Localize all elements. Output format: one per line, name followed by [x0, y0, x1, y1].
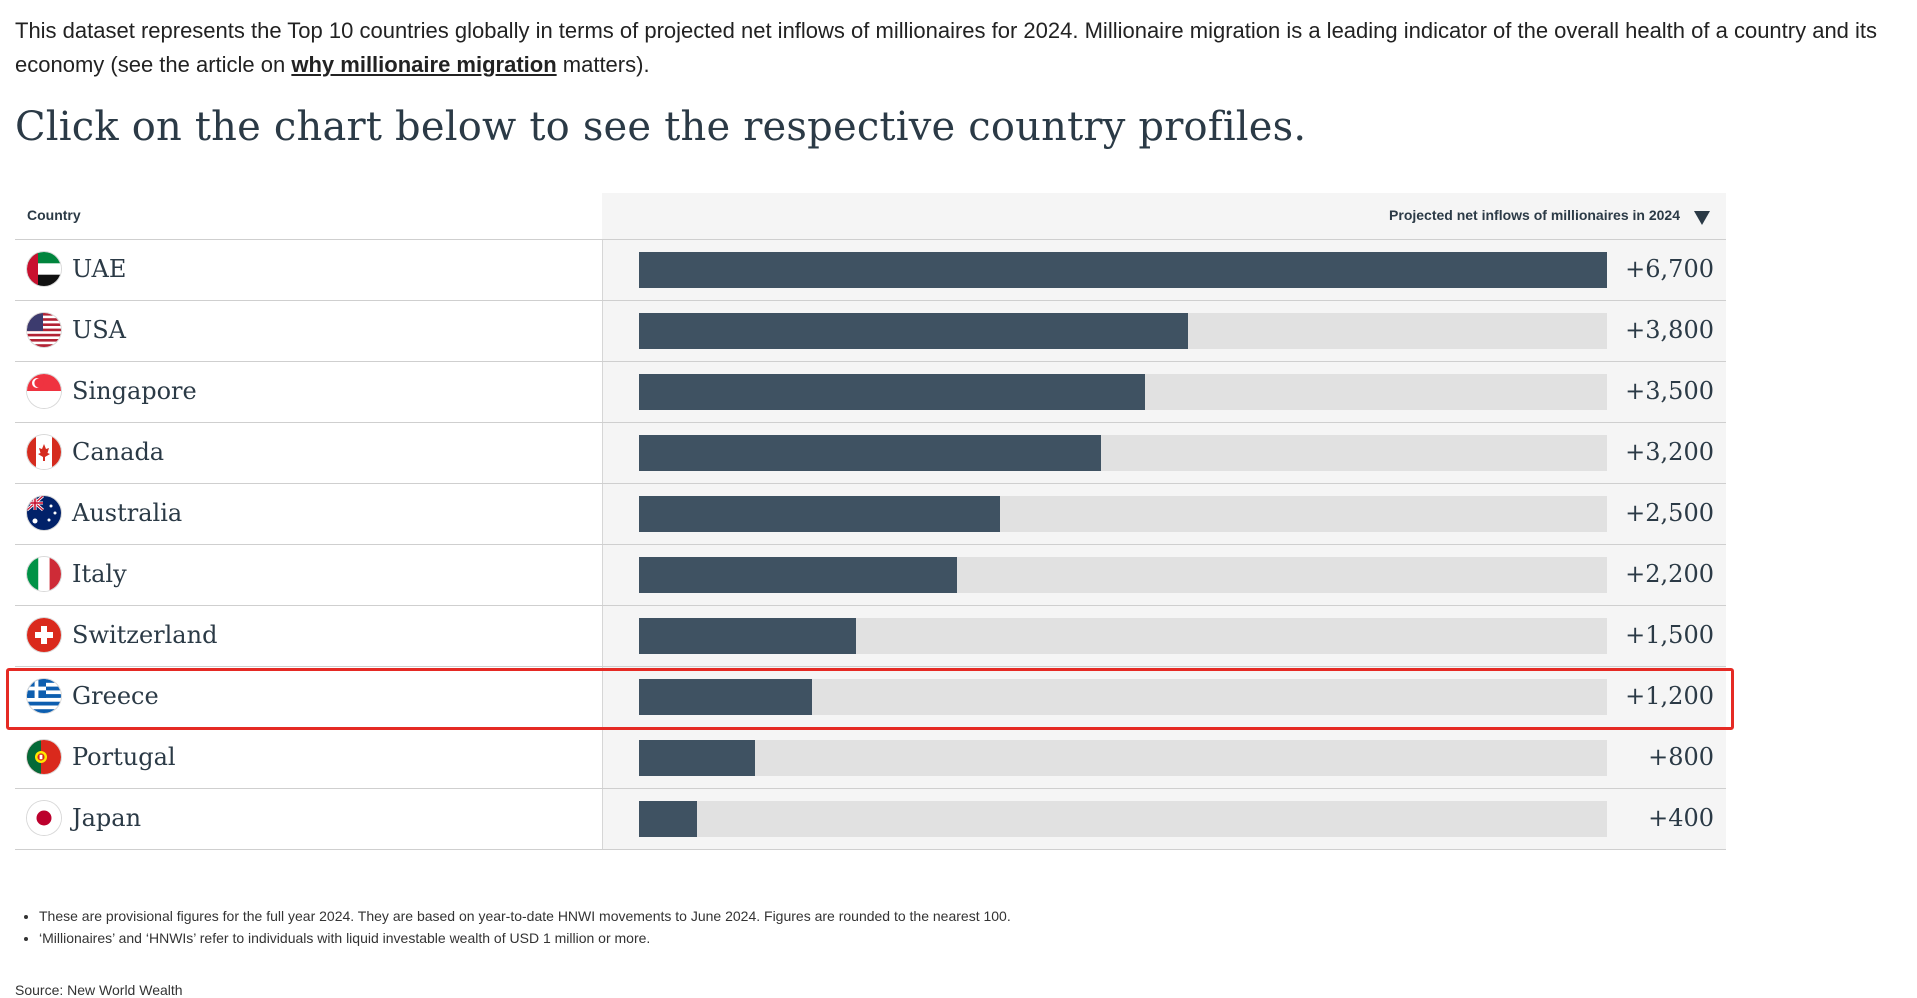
table-header: Country Projected net inflows of million…: [15, 193, 1726, 240]
country-column-header: Country: [27, 207, 81, 223]
portugal-flag-icon: [27, 740, 61, 774]
country-name[interactable]: USA: [72, 316, 126, 344]
bar-switzerland[interactable]: [639, 618, 856, 654]
value-label-uae: +6,700: [1625, 255, 1714, 283]
why-millionaire-migration-link[interactable]: why millionaire migration: [291, 52, 557, 77]
table-row-italy[interactable]: Italy +2,200: [15, 545, 1726, 606]
bar-track: [639, 557, 1607, 593]
value-cell[interactable]: +6,700: [603, 240, 1726, 300]
bar-singapore[interactable]: [639, 374, 1145, 410]
table-row-singapore[interactable]: Singapore +3,500: [15, 362, 1726, 423]
value-cell[interactable]: +1,500: [603, 606, 1726, 666]
value-label-canada: +3,200: [1625, 438, 1714, 466]
table-row-uae[interactable]: UAE +6,700: [15, 240, 1726, 301]
bar-track: [639, 679, 1607, 715]
country-cell[interactable]: Japan: [15, 789, 603, 849]
singapore-flag-icon: [27, 374, 61, 408]
bar-track: [639, 801, 1607, 837]
value-label-greece: +1,200: [1625, 682, 1714, 710]
intro-paragraph: This dataset represents the Top 10 count…: [15, 14, 1905, 82]
footnote-item: These are provisional figures for the fu…: [39, 905, 1011, 927]
bar-uae[interactable]: [639, 252, 1607, 288]
bar-track: [639, 740, 1607, 776]
bar-track: [639, 374, 1607, 410]
bar-greece[interactable]: [639, 679, 812, 715]
greece-flag-icon: [27, 679, 61, 713]
table-row-greece[interactable]: Greece +1,200: [15, 667, 1726, 728]
country-cell[interactable]: UAE: [15, 240, 603, 300]
country-cell[interactable]: Switzerland: [15, 606, 603, 666]
intro-text-end: matters).: [556, 52, 650, 77]
country-name[interactable]: Australia: [72, 499, 183, 527]
uae-flag-icon: [27, 252, 61, 286]
triangle-down-icon[interactable]: [1694, 211, 1710, 225]
value-label-singapore: +3,500: [1625, 377, 1714, 405]
value-label-australia: +2,500: [1625, 499, 1714, 527]
footnote-item: ‘Millionaires’ and ‘HNWIs’ refer to indi…: [39, 927, 1011, 949]
usa-flag-icon: [27, 313, 61, 347]
country-cell[interactable]: USA: [15, 301, 603, 361]
value-cell[interactable]: +1,200: [603, 667, 1726, 727]
value-cell[interactable]: +400: [603, 789, 1726, 849]
country-name[interactable]: Switzerland: [72, 621, 218, 649]
value-cell[interactable]: +3,500: [603, 362, 1726, 422]
inflows-table: Country Projected net inflows of million…: [15, 193, 1726, 850]
bar-japan[interactable]: [639, 801, 697, 837]
country-cell[interactable]: Greece: [15, 667, 603, 727]
bar-australia[interactable]: [639, 496, 1000, 532]
table-row-japan[interactable]: Japan +400: [15, 789, 1726, 850]
bar-track: [639, 313, 1607, 349]
country-name[interactable]: Japan: [72, 804, 142, 832]
country-name[interactable]: Portugal: [72, 743, 176, 771]
table-rows: UAE +6,700 USA +3,800 Singapore +3,500 Canada +…: [15, 240, 1726, 850]
value-column-header-label: Projected net inflows of millionaires in…: [1389, 207, 1680, 223]
value-cell[interactable]: +2,200: [603, 545, 1726, 605]
page-headline: Click on the chart below to see the resp…: [15, 104, 1307, 150]
bar-canada[interactable]: [639, 435, 1101, 471]
switzerland-flag-icon: [27, 618, 61, 652]
table-row-switzerland[interactable]: Switzerland +1,500: [15, 606, 1726, 667]
value-cell[interactable]: +2,500: [603, 484, 1726, 544]
bar-track: [639, 618, 1607, 654]
intro-text: This dataset represents the Top 10 count…: [15, 18, 1878, 77]
country-name[interactable]: UAE: [72, 255, 127, 283]
bar-track: [639, 435, 1607, 471]
country-name[interactable]: Greece: [72, 682, 159, 710]
bar-track: [639, 252, 1607, 288]
bar-portugal[interactable]: [639, 740, 755, 776]
table-row-canada[interactable]: Canada +3,200: [15, 423, 1726, 484]
country-cell[interactable]: Australia: [15, 484, 603, 544]
value-label-portugal: +800: [1648, 743, 1714, 771]
bar-italy[interactable]: [639, 557, 957, 593]
footnotes: These are provisional figures for the fu…: [15, 905, 1011, 949]
value-label-italy: +2,200: [1625, 560, 1714, 588]
bar-track: [639, 496, 1607, 532]
source-line: Source: New World Wealth: [15, 982, 183, 998]
italy-flag-icon: [27, 557, 61, 591]
country-name[interactable]: Canada: [72, 438, 165, 466]
value-cell[interactable]: +3,200: [603, 423, 1726, 483]
value-cell[interactable]: +3,800: [603, 301, 1726, 361]
value-column-header[interactable]: Projected net inflows of millionaires in…: [602, 193, 1726, 239]
table-row-usa[interactable]: USA +3,800: [15, 301, 1726, 362]
country-cell[interactable]: Canada: [15, 423, 603, 483]
country-cell[interactable]: Singapore: [15, 362, 603, 422]
bar-usa[interactable]: [639, 313, 1188, 349]
value-label-switzerland: +1,500: [1625, 621, 1714, 649]
value-label-japan: +400: [1648, 804, 1714, 832]
country-name[interactable]: Italy: [72, 560, 127, 588]
country-name[interactable]: Singapore: [72, 377, 197, 405]
value-label-usa: +3,800: [1625, 316, 1714, 344]
table-row-portugal[interactable]: Portugal +800: [15, 728, 1726, 789]
canada-flag-icon: [27, 435, 61, 469]
table-row-australia[interactable]: Australia +2,500: [15, 484, 1726, 545]
country-cell[interactable]: Italy: [15, 545, 603, 605]
country-cell[interactable]: Portugal: [15, 728, 603, 788]
japan-flag-icon: [27, 801, 61, 835]
value-cell[interactable]: +800: [603, 728, 1726, 788]
australia-flag-icon: [27, 496, 61, 530]
